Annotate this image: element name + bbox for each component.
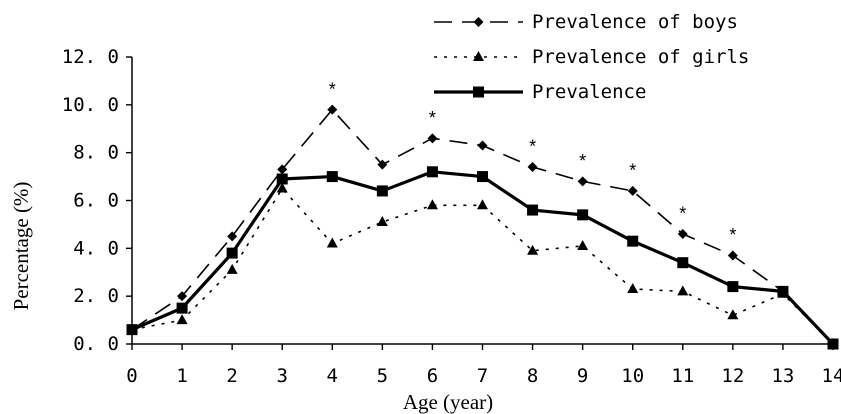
series-point: [727, 250, 738, 261]
series-point: [377, 159, 388, 170]
series-point: [176, 314, 188, 325]
series-point: [577, 239, 589, 250]
legend-item: Prevalence of boys: [434, 11, 738, 33]
series-point: [226, 247, 238, 259]
x-tick-label: 9: [577, 365, 588, 387]
y-tick-label: 2. 0: [73, 285, 119, 307]
y-tick-label: 4. 0: [73, 237, 119, 259]
axes-layer: 0. 02. 04. 06. 08. 010. 012. 00 1 2 3 4 5 6 7 8 9…: [62, 46, 841, 387]
series-point: [227, 231, 238, 242]
x-tick-label: 11: [671, 365, 694, 387]
series-point: [426, 199, 438, 210]
x-tick-label: 7: [477, 365, 488, 387]
series-point: [727, 281, 739, 293]
legend-label: Prevalence of boys: [532, 11, 738, 33]
legend-label: Prevalence of girls: [532, 46, 749, 68]
x-tick-label: 5: [377, 365, 388, 387]
y-tick-label: 10. 0: [62, 94, 119, 116]
series-point: [827, 338, 839, 350]
series-point: [627, 235, 639, 247]
series-point: [276, 182, 288, 193]
series-point: [777, 285, 789, 297]
y-axis-title: Percentage (%): [9, 182, 33, 311]
series-point: [126, 324, 138, 336]
x-tick-label: 1: [176, 365, 187, 387]
legend: Prevalence of boys Prevalence of girls Pre…: [434, 11, 749, 103]
series-point: [627, 185, 638, 196]
x-tick-label: 6: [427, 365, 438, 387]
series-point: [326, 237, 338, 248]
legend-item: Prevalence: [434, 81, 646, 103]
series-point: [527, 204, 539, 216]
series-point: [527, 162, 538, 173]
series-3: [126, 166, 839, 350]
significance-star: *: [429, 108, 436, 128]
y-tick-label: 8. 0: [73, 142, 119, 164]
x-tick-label: 8: [527, 365, 538, 387]
series-point: [677, 228, 688, 239]
significance-star: *: [529, 137, 536, 157]
series-point: [577, 176, 588, 187]
series-point: [727, 309, 739, 320]
x-tick-label: 3: [276, 365, 287, 387]
legend-item: Prevalence of girls: [434, 46, 749, 68]
series-point: [226, 263, 238, 274]
series-point: [527, 244, 539, 255]
legend-label: Prevalence: [532, 81, 646, 103]
series-2: [126, 182, 839, 348]
significance-star: *: [729, 225, 736, 245]
legend-marker: [473, 51, 484, 61]
series-point: [376, 216, 388, 227]
y-tick-label: 12. 0: [62, 46, 119, 68]
series-point: [176, 302, 188, 314]
series-layer: [126, 104, 839, 350]
x-tick-label: 0: [126, 365, 137, 387]
series-point: [477, 199, 488, 210]
y-tick-label: 0. 0: [73, 333, 119, 355]
significance-star: *: [579, 151, 586, 171]
x-tick-label: 2: [226, 365, 237, 387]
series-point: [427, 133, 438, 144]
series-point: [426, 166, 438, 178]
series-point: [276, 173, 288, 185]
legend-marker: [473, 17, 484, 27]
x-axis-title: Age (year): [403, 390, 493, 414]
x-tick-label: 4: [327, 365, 338, 387]
series-point: [177, 291, 188, 302]
y-tick-label: 6. 0: [73, 190, 119, 212]
significance-star: *: [629, 161, 636, 181]
series-point: [327, 104, 338, 115]
series-line: [131, 187, 834, 345]
series-point: [577, 209, 589, 221]
series-point: [627, 282, 639, 293]
significance-star: *: [679, 204, 686, 224]
x-tick-label: 12: [721, 365, 744, 387]
series-point: [326, 171, 338, 183]
series-point: [277, 164, 288, 175]
series-point: [677, 257, 689, 269]
x-tick-label: 14: [822, 365, 841, 387]
annotation-layer: * * * * * * *: [329, 79, 737, 245]
series-point: [677, 285, 689, 296]
series-point: [477, 171, 488, 183]
significance-star: *: [329, 79, 336, 99]
x-tick-label: 10: [621, 365, 644, 387]
legend-marker: [473, 86, 484, 98]
x-tick-label: 13: [771, 365, 794, 387]
series-point: [477, 140, 488, 151]
series-point: [376, 185, 388, 197]
